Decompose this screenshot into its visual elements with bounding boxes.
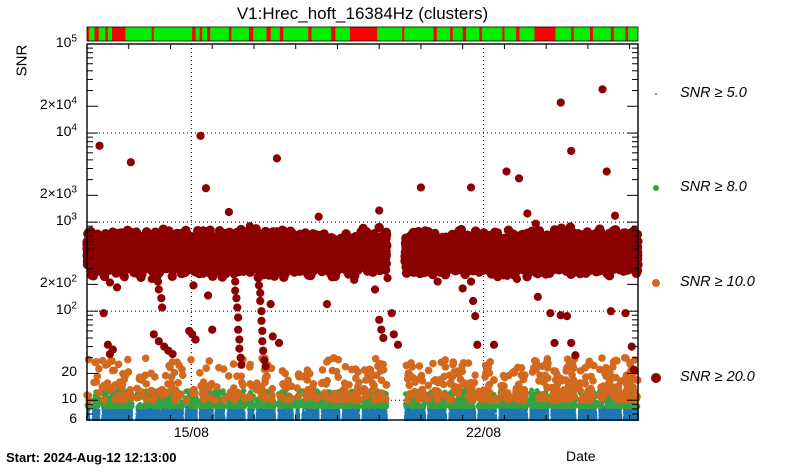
y-tick-label: 6	[69, 411, 77, 425]
y-tick-label: 104	[56, 123, 77, 138]
legend-label: SNR ≥ 20.0	[680, 369, 755, 385]
page-title: V1:Hrec_hoft_16384Hz (clusters)	[0, 4, 725, 24]
start-time-label: Start: 2024-Aug-12 12:13:00	[6, 450, 177, 465]
x-axis-label: Date	[566, 448, 596, 464]
y-tick-label: 103	[56, 212, 77, 227]
scatter-points	[82, 85, 643, 421]
y-tick-label: 10	[61, 391, 77, 405]
x-tick-label: 15/08	[174, 424, 209, 440]
data-quality-status-bar	[86, 26, 639, 42]
plot-frame	[86, 43, 639, 421]
series-snr10-points	[83, 353, 642, 405]
y-tick-label: 105	[56, 34, 77, 49]
legend-marker-icon	[653, 185, 659, 191]
legend-label: SNR ≥ 5.0	[680, 85, 747, 101]
legend-marker-icon	[655, 93, 657, 95]
x-tick-label: 22/08	[466, 424, 501, 440]
legend-label: SNR ≥ 8.0	[680, 179, 747, 195]
series-snr20-points	[82, 85, 643, 374]
legend-label: SNR ≥ 10.0	[680, 274, 755, 290]
y-tick-label: 102	[56, 301, 77, 316]
legend-marker-icon	[651, 373, 661, 383]
y-tick-label: 2×104	[40, 96, 77, 111]
axis-ticks	[86, 43, 638, 421]
y-tick-label: 2×103	[40, 185, 77, 200]
legend-marker-icon	[652, 279, 660, 287]
y-tick-label: 20	[61, 364, 77, 378]
y-tick-label: 2×102	[40, 274, 77, 289]
